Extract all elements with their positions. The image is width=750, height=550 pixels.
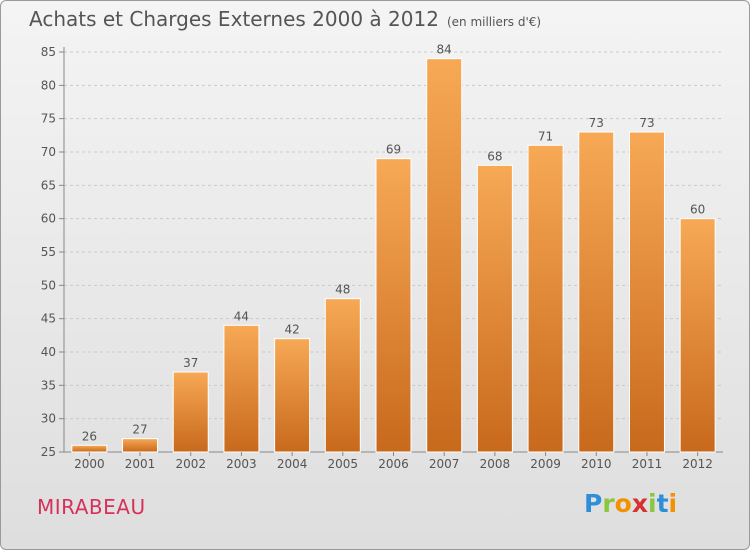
unit-note: (en milliers d'€)	[446, 15, 542, 29]
bar	[324, 298, 361, 453]
y-tick-label: 50	[41, 278, 56, 292]
y-tick-label: 40	[41, 345, 56, 359]
y-tick-label: 60	[41, 212, 56, 226]
data-label: 73	[639, 116, 654, 130]
logo-letter: i	[668, 489, 678, 518]
bar	[172, 371, 209, 453]
y-tick-label: 80	[41, 78, 56, 92]
x-tick-label: 2009	[530, 457, 561, 471]
x-tick-label: 2008	[480, 457, 511, 471]
logo-letter: o	[614, 489, 632, 518]
bar	[426, 58, 463, 453]
y-tick-label: 55	[41, 245, 56, 259]
data-label: 42	[284, 323, 299, 337]
logo-letter: i	[648, 489, 657, 518]
bar	[71, 444, 108, 453]
x-tick-label: 2011	[632, 457, 663, 471]
x-tick-label: 2003	[226, 457, 257, 471]
bar	[375, 158, 412, 453]
y-tick-label: 45	[41, 312, 56, 326]
data-label: 26	[82, 429, 97, 443]
y-tick-label: 35	[41, 378, 56, 392]
data-label: 37	[183, 356, 198, 370]
data-label: 73	[589, 116, 604, 130]
x-tick-label: 2005	[328, 457, 359, 471]
x-tick-label: 2001	[125, 457, 156, 471]
y-tick-label: 70	[41, 145, 56, 159]
data-label: 84	[437, 43, 452, 57]
title-text: Achats et Charges Externes 2000 à 2012	[29, 7, 439, 31]
logo-letter: t	[656, 489, 669, 518]
proxiti-logo: Proxiti	[584, 489, 677, 518]
bar	[274, 338, 311, 453]
y-tick-label: 25	[41, 445, 56, 459]
logo-letter: r	[602, 489, 615, 518]
y-tick-label: 65	[41, 178, 56, 192]
bar	[122, 438, 159, 453]
chart-title: Achats et Charges Externes 2000 à 2012 (e…	[29, 7, 541, 31]
y-tick-label: 30	[41, 412, 56, 426]
data-label: 68	[487, 149, 502, 163]
logo-letter: P	[584, 489, 603, 518]
x-tick-label: 2004	[277, 457, 308, 471]
data-label: 44	[234, 309, 249, 323]
bar	[578, 131, 615, 453]
logo-letter: x	[631, 489, 648, 518]
data-label: 71	[538, 129, 553, 143]
commune-name: MIRABEAU	[37, 495, 146, 519]
bar	[679, 218, 716, 453]
bar	[628, 131, 665, 453]
y-tick-label: 75	[41, 112, 56, 126]
x-tick-label: 2000	[74, 457, 105, 471]
data-label: 48	[335, 283, 350, 297]
y-tick-label: 85	[41, 45, 56, 59]
data-label: 60	[690, 203, 705, 217]
x-tick-label: 2010	[581, 457, 612, 471]
x-tick-label: 2012	[682, 457, 713, 471]
x-tick-label: 2007	[429, 457, 460, 471]
x-tick-label: 2002	[175, 457, 206, 471]
bar	[527, 144, 564, 453]
bar	[223, 324, 260, 453]
bar	[476, 164, 513, 453]
x-tick-label: 2006	[378, 457, 409, 471]
data-label: 69	[386, 143, 401, 157]
data-label: 27	[132, 423, 147, 437]
